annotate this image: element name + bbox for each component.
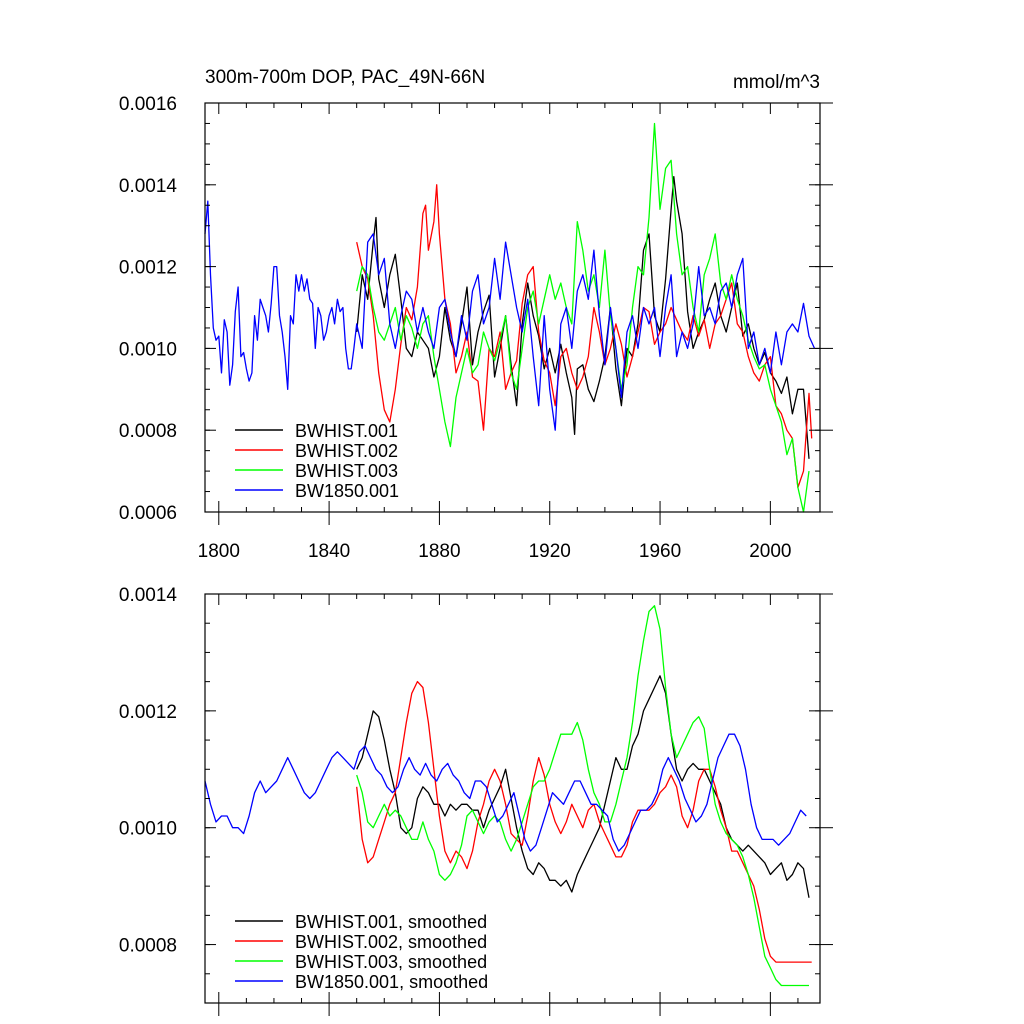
y-tick-label: 0.0014 xyxy=(119,585,178,606)
y-tick-label: 0.0012 xyxy=(119,702,177,723)
x-tick-label: 1840 xyxy=(308,541,350,562)
series-line-bwhist-003-smoothed xyxy=(356,605,809,987)
y-tick-label: 0.0012 xyxy=(119,258,177,279)
x-tick-label: 1960 xyxy=(639,541,681,562)
top-ticks-group: 1800 1840 1880 1920 1960 2000 0.0006 0.0008 0.00… xyxy=(119,94,833,562)
series-line-bw1850-001-smoothed xyxy=(204,733,807,852)
y-tick-label: 0.0008 xyxy=(119,936,177,957)
x-tick-label: 1800 xyxy=(198,541,240,562)
legend-label: BWHIST.002 xyxy=(295,441,398,461)
legend-label: BWHIST.003 xyxy=(295,461,398,481)
bottom-panel: 0.0008 0.0010 0.0012 0.0014 BWHIST.001, smo… xyxy=(119,585,833,1016)
x-tick-label: 2000 xyxy=(749,541,791,562)
legend-label: BW1850.001 xyxy=(295,481,399,501)
legend-label: BWHIST.001 xyxy=(295,421,398,441)
units-label: mmol/m^3 xyxy=(733,72,820,93)
chart-title: 300m-700m DOP, PAC_49N-66N xyxy=(205,67,485,88)
legend-label: BWHIST.003, smoothed xyxy=(295,952,487,972)
y-tick-label: 0.0010 xyxy=(119,339,177,360)
series-line-bwhist-002-smoothed xyxy=(356,680,812,963)
top-series-group xyxy=(204,122,816,513)
y-tick-label: 0.0016 xyxy=(119,94,177,115)
series-line-bwhist-001 xyxy=(356,175,810,459)
y-tick-label: 0.0008 xyxy=(119,421,177,442)
series-line-bw1850-001 xyxy=(204,200,816,431)
y-tick-label: 0.0014 xyxy=(119,176,178,197)
legend-label: BW1850.001, smoothed xyxy=(295,972,488,992)
legend-label: BWHIST.001, smoothed xyxy=(295,912,487,932)
y-tick-label: 0.0006 xyxy=(119,503,177,524)
x-tick-label: 1920 xyxy=(529,541,571,562)
legend-label: BWHIST.002, smoothed xyxy=(295,932,487,952)
x-tick-label: 1880 xyxy=(418,541,460,562)
top-panel: 300m-700m DOP, PAC_49N-66N mmol/m^3 1800… xyxy=(119,67,833,562)
bottom-ticks-group: 0.0008 0.0010 0.0012 0.0014 xyxy=(119,585,833,1016)
bottom-series-group xyxy=(204,605,812,987)
series-line-bwhist-002 xyxy=(356,184,813,489)
y-tick-label: 0.0010 xyxy=(119,819,177,840)
